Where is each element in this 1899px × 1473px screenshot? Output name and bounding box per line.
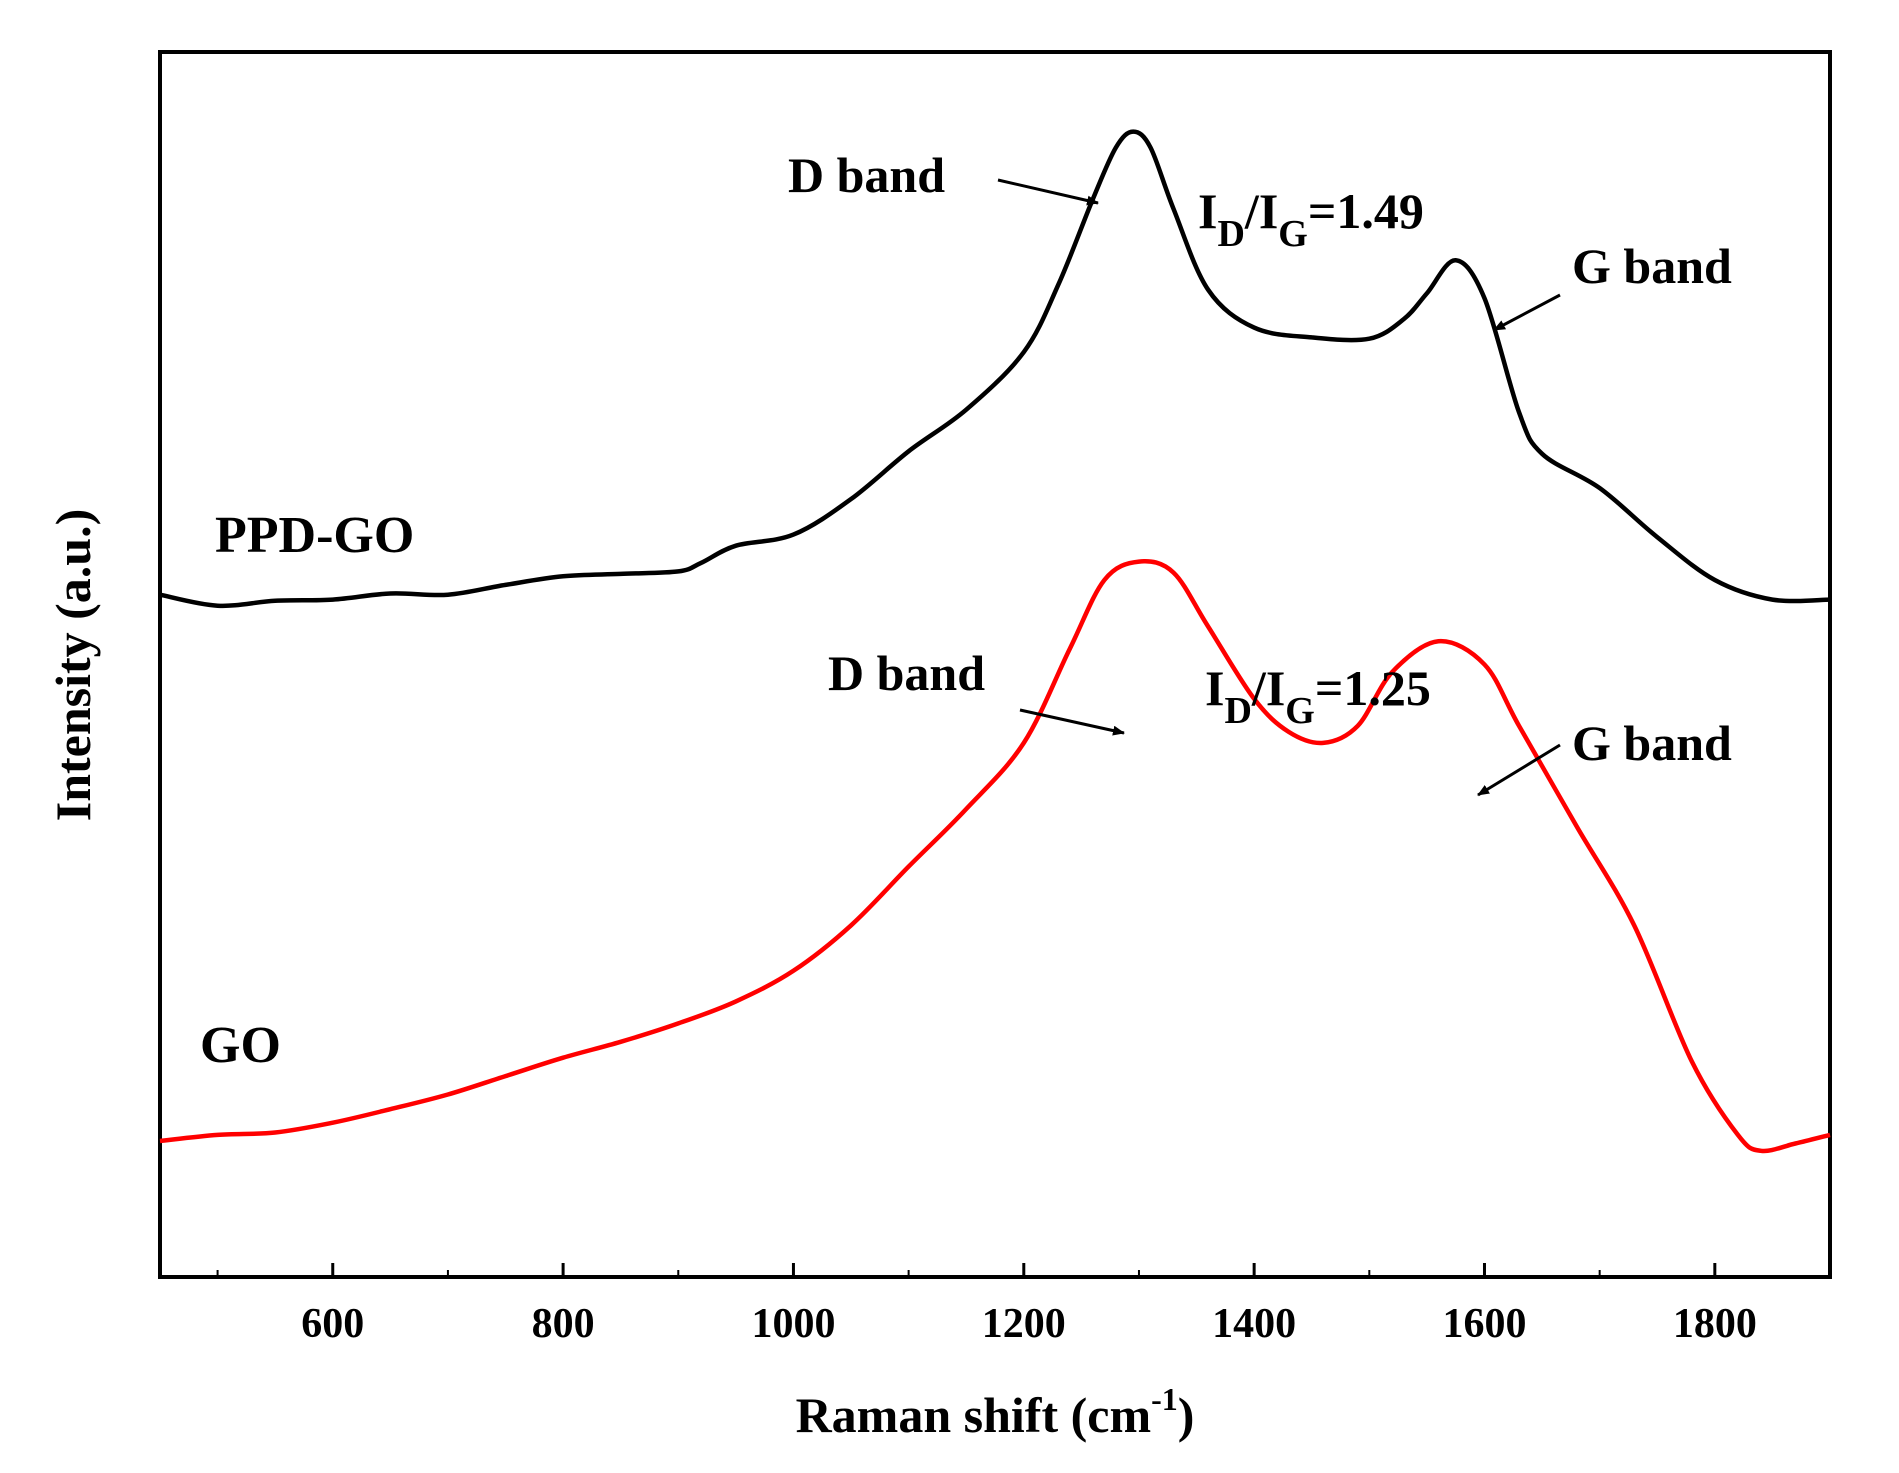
d-band-label-go: D band	[828, 645, 985, 701]
x-tick-label: 800	[532, 1301, 595, 1347]
series-label-go: GO	[200, 1017, 281, 1074]
id-ig-ratio-ppd-go: ID/IG=1.49	[1198, 183, 1424, 255]
x-tick-label: 1600	[1442, 1301, 1526, 1347]
x-axis-title: Raman shift (cm-1)	[796, 1381, 1195, 1443]
series-label-ppd-go: PPD-GO	[215, 507, 414, 564]
d-band-label-ppd-go: D band	[788, 147, 945, 203]
g-band-arrow-ppd-go	[1493, 293, 1561, 332]
x-tick-label: 1000	[751, 1301, 835, 1347]
d-band-arrow-ppd-go	[997, 178, 1099, 206]
series-line-go	[159, 559, 1831, 1154]
x-tick-label: 1200	[982, 1301, 1066, 1347]
g-band-label-ppd-go: G band	[1572, 238, 1732, 294]
y-axis-title: Intensity (a.u.)	[45, 509, 101, 822]
d-band-arrow-go	[1019, 708, 1125, 736]
g-band-arrow-go	[1477, 743, 1561, 797]
x-tick-label: 1800	[1673, 1301, 1757, 1347]
x-axis-ticks: 600 800 1000 1200 1400 1600 1800	[216, 1263, 1831, 1347]
x-tick-label: 1400	[1212, 1301, 1296, 1347]
plot-frame	[158, 50, 1832, 1279]
series-lines	[159, 129, 1831, 1154]
x-tick-label: 600	[301, 1301, 364, 1347]
id-ig-ratio-go: ID/IG=1.25	[1205, 660, 1431, 732]
series-line-ppd-go	[159, 129, 1831, 609]
g-band-label-go: G band	[1572, 715, 1732, 771]
